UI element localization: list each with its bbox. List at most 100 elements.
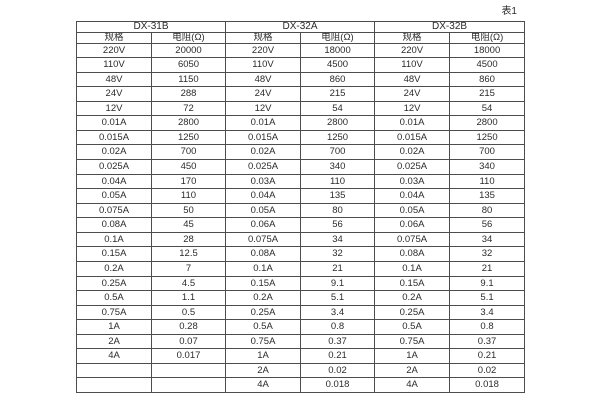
spec-cell: 0.015A	[76, 129, 152, 146]
table-row: 0.75A 0.5 0.25A 3.4 0.25A 3.4	[76, 304, 526, 321]
spec-cell: 1A	[225, 348, 302, 364]
spec-cell: 110V	[374, 57, 451, 73]
spec-cell: 0.04A	[225, 188, 302, 204]
resistance-cell: 288	[150, 86, 227, 102]
resistance-cell: 9.1	[449, 275, 526, 292]
table-row: 0.2A 7 0.1A 21 0.1A 21	[76, 260, 526, 277]
spec-cell: 0.04A	[76, 173, 152, 190]
spec-cell: 0.01A	[374, 115, 451, 131]
table-row: 2A 0.07 0.75A 0.37 0.75A 0.37	[76, 333, 526, 350]
spec-cell: 0.75A	[76, 304, 152, 321]
resistance-cell: 56	[300, 217, 376, 233]
resistance-cell: 72	[150, 100, 227, 117]
spec-column-header: 规格	[76, 32, 152, 44]
spec-cell: 0.5A	[76, 290, 152, 306]
spec-cell: 2A	[374, 362, 451, 379]
column-header-row: 规格 电阻(Ω) 规格 电阻(Ω) 规格 电阻(Ω)	[76, 32, 526, 44]
resistance-cell: 80	[449, 202, 526, 219]
resistance-cell: 54	[449, 100, 526, 117]
resistance-cell: 45	[150, 217, 227, 233]
resistance-cell: 0.018	[300, 377, 376, 393]
table-row: 0.1A 28 0.075A 34 0.075A 34	[76, 231, 526, 248]
spec-column-header: 规格	[374, 32, 451, 44]
spec-cell: 110V	[225, 57, 302, 73]
resistance-cell: 2800	[150, 115, 227, 131]
resistance-cell: 0.02	[300, 362, 376, 379]
resistance-cell: 1250	[150, 129, 227, 146]
resistance-cell: 450	[150, 159, 227, 175]
spec-cell: 0.05A	[374, 202, 451, 219]
resistance-cell: 170	[150, 173, 227, 190]
group-header-dx32b: DX-32B	[374, 21, 526, 33]
resistance-cell: 135	[300, 188, 376, 204]
spec-cell: 48V	[76, 71, 152, 88]
resistance-cell: 0.07	[150, 333, 227, 350]
spec-cell: 24V	[374, 86, 451, 102]
table-row: 0.075A 50 0.05A 80 0.05A 80	[76, 202, 526, 219]
spec-cell: 0.05A	[225, 202, 302, 219]
table-row: 24V 288 24V 215 24V 215	[76, 86, 526, 102]
spec-cell: 110V	[76, 57, 152, 73]
resistance-cell: 3.4	[449, 304, 526, 321]
spec-cell: 220V	[374, 42, 451, 59]
spec-cell: 0.25A	[225, 304, 302, 321]
spec-cell: 0.2A	[225, 290, 302, 306]
spec-cell: 0.075A	[225, 231, 302, 248]
resistance-cell: 4500	[300, 57, 376, 73]
spec-cell: 0.015A	[374, 129, 451, 146]
spec-cell: 0.1A	[225, 260, 302, 277]
resistance-cell: 0.21	[300, 348, 376, 364]
spec-cell: 0.08A	[374, 246, 451, 262]
table-row: 4A 0.017 1A 0.21 1A 0.21	[76, 348, 526, 364]
spec-cell: 4A	[76, 348, 152, 364]
spec-cell: 0.075A	[76, 202, 152, 219]
spec-cell: 0.2A	[76, 260, 152, 277]
spec-cell: 0.08A	[225, 246, 302, 262]
table-row: 110V 6050 110V 4500 110V 4500	[76, 57, 526, 73]
spec-cell: 0.25A	[76, 275, 152, 292]
resistance-cell: 700	[300, 144, 376, 160]
table-row: 0.02A 700 0.02A 700 0.02A 700	[76, 144, 526, 160]
resistance-cell: 110	[300, 173, 376, 190]
spec-cell: 0.1A	[374, 260, 451, 277]
resistance-column-header: 电阻(Ω)	[300, 32, 376, 44]
resistance-cell	[150, 377, 227, 393]
table-row: 0.04A 170 0.03A 110 0.03A 110	[76, 173, 526, 190]
spec-cell: 1A	[374, 348, 451, 364]
spec-cell: 24V	[76, 86, 152, 102]
spec-cell: 0.025A	[225, 159, 302, 175]
spec-cell: 220V	[76, 42, 152, 59]
resistance-cell: 1250	[449, 129, 526, 146]
resistance-cell: 50	[150, 202, 227, 219]
resistance-cell: 860	[300, 71, 376, 88]
table-body: 220V 20000 220V 18000 220V 18000 110V 6050 110V 4…	[76, 42, 526, 393]
resistance-cell: 4.5	[150, 275, 227, 292]
resistance-cell: 6050	[150, 57, 227, 73]
resistance-cell: 7	[150, 260, 227, 277]
table-row: 48V 1150 48V 860 48V 860	[76, 71, 526, 88]
spec-cell: 0.75A	[225, 333, 302, 350]
resistance-column-header: 电阻(Ω)	[150, 32, 227, 44]
resistance-cell: 0.8	[449, 319, 526, 335]
resistance-cell: 0.017	[150, 348, 227, 364]
spec-cell: 0.02A	[76, 144, 152, 160]
spec-cell: 0.1A	[76, 231, 152, 248]
table-row: 0.015A 1250 0.015A 1250 0.015A 1250	[76, 129, 526, 146]
spec-cell: 0.08A	[76, 217, 152, 233]
spec-cell: 2A	[225, 362, 302, 379]
resistance-cell: 0.28	[150, 319, 227, 335]
resistance-cell: 21	[300, 260, 376, 277]
resistance-cell: 20000	[150, 42, 227, 59]
spec-cell: 0.15A	[374, 275, 451, 292]
resistance-cell: 700	[449, 144, 526, 160]
table-row: 1A 0.28 0.5A 0.8 0.5A 0.8	[76, 319, 526, 335]
table-row: 0.15A 12.5 0.08A 32 0.08A 32	[76, 246, 526, 262]
spec-cell: 0.03A	[225, 173, 302, 190]
spec-cell: 4A	[374, 377, 451, 393]
spec-cell: 0.01A	[225, 115, 302, 131]
spec-cell: 0.02A	[374, 144, 451, 160]
resistance-cell: 215	[300, 86, 376, 102]
resistance-cell: 0.37	[449, 333, 526, 350]
resistance-cell: 1250	[300, 129, 376, 146]
